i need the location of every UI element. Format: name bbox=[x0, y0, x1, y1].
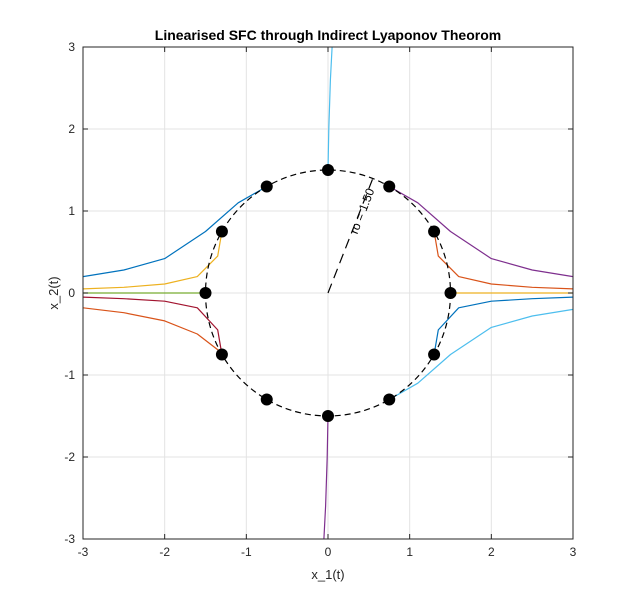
y-tick-labels: -3 -2 -1 0 1 2 3 bbox=[64, 40, 75, 546]
axes-layer bbox=[82, 46, 574, 540]
initial-condition-point bbox=[428, 348, 441, 361]
y-tick-label: 0 bbox=[68, 286, 75, 300]
trajectory-line-11 bbox=[323, 415, 329, 540]
y-tick-label: -3 bbox=[64, 532, 75, 546]
initial-condition-point bbox=[428, 225, 441, 238]
trajectory-line-5 bbox=[389, 185, 574, 278]
trajectory-line-9 bbox=[389, 308, 574, 401]
y-axis-label: x_2(t) bbox=[46, 276, 61, 309]
y-tick-label: 3 bbox=[68, 40, 75, 54]
initial-condition-point bbox=[322, 164, 334, 176]
x-tick-label: -3 bbox=[78, 545, 89, 559]
x-tick-label: 0 bbox=[325, 545, 332, 559]
trajectory-line-2 bbox=[82, 296, 223, 355]
trajectory-line-10 bbox=[327, 46, 333, 171]
y-tick-label: -2 bbox=[64, 450, 75, 464]
initial-condition-point bbox=[444, 287, 457, 299]
x-tick-label: 3 bbox=[570, 545, 577, 559]
x-tick-label: 1 bbox=[406, 545, 413, 559]
y-tick-label: 1 bbox=[68, 204, 75, 218]
initial-condition-point bbox=[383, 393, 396, 406]
series-layer bbox=[82, 46, 574, 540]
initial-condition-point bbox=[260, 393, 273, 406]
radius-line bbox=[327, 177, 374, 294]
x-axis-label: x_1(t) bbox=[311, 567, 344, 582]
initial-condition-point bbox=[215, 225, 228, 238]
x-tick-label: -2 bbox=[159, 545, 170, 559]
chart-title: Linearised SFC through Indirect Lyaponov… bbox=[155, 27, 501, 43]
initial-condition-point bbox=[199, 287, 212, 299]
trajectory-line-4 bbox=[82, 185, 268, 278]
initial-condition-point bbox=[260, 180, 273, 193]
trajectory-line-3 bbox=[82, 231, 223, 290]
x-tick-label: -1 bbox=[241, 545, 252, 559]
trajectory-line-8 bbox=[433, 296, 574, 355]
points-layer bbox=[199, 164, 457, 422]
initial-condition-point bbox=[215, 348, 228, 361]
initial-condition-point bbox=[383, 180, 396, 193]
initial-condition-point bbox=[322, 410, 334, 422]
x-tick-labels: -3 -2 -1 0 1 2 3 bbox=[78, 545, 577, 559]
y-tick-label: -1 bbox=[64, 368, 75, 382]
x-tick-label: 2 bbox=[488, 545, 495, 559]
y-tick-label: 2 bbox=[68, 122, 75, 136]
trajectory-line-6 bbox=[433, 231, 574, 290]
